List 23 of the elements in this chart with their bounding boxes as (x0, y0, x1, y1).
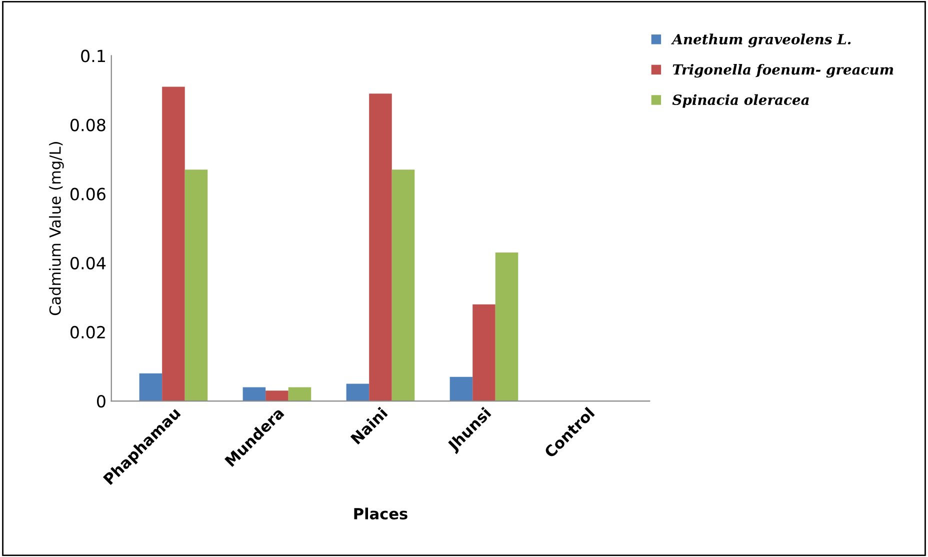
y-tick-label: 0 (96, 395, 106, 408)
bar (184, 170, 208, 402)
bar (450, 376, 473, 402)
bar (472, 304, 496, 402)
bar (139, 373, 162, 402)
y-tick-label: 0.08 (70, 118, 106, 132)
bar (369, 94, 392, 402)
bar (242, 387, 266, 402)
bar (162, 86, 185, 402)
legend-label: Anethum graveolens L. (671, 34, 851, 48)
bar (288, 387, 312, 402)
bar (266, 390, 288, 402)
bar (495, 252, 518, 402)
legend-label: Trigonella foenum- greacum (672, 64, 894, 78)
y-tick-label: 0.06 (70, 188, 106, 200)
y-tick-label: 0.04 (70, 256, 106, 270)
y-tick-label: 0.1 (81, 50, 105, 62)
y-axis-title: Cadmium Value (mg/L) (49, 142, 64, 316)
x-axis-title: Places (354, 508, 408, 520)
legend-label: Spinacia oleracea (672, 94, 809, 108)
bar (346, 384, 370, 402)
y-tick-label: 0.02 (70, 326, 105, 339)
bar (392, 170, 415, 402)
